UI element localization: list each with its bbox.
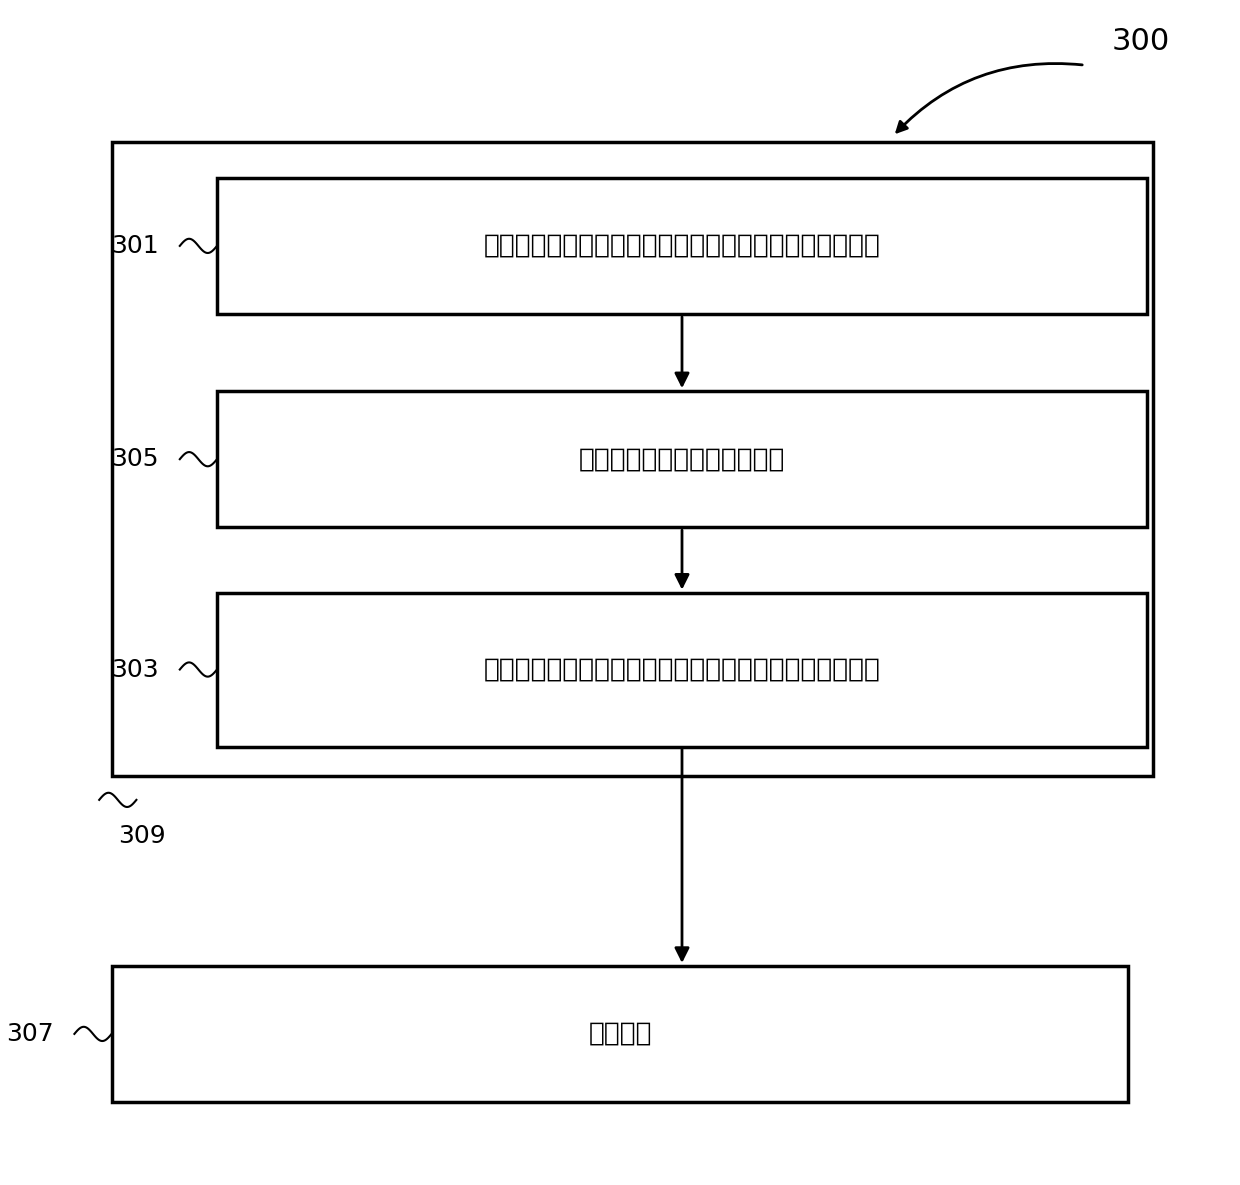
Bar: [112, 966, 1128, 1102]
Bar: [217, 592, 1147, 747]
Text: 305: 305: [112, 447, 159, 472]
Text: 309: 309: [118, 824, 165, 847]
Text: 改变涂布过程的至少一个参数: 改变涂布过程的至少一个参数: [579, 447, 785, 472]
Text: 确定模型: 确定模型: [588, 1021, 652, 1046]
Text: 303: 303: [112, 658, 159, 681]
Text: 检测借助多个涂布过程所涂布的至少一个衬底的第一光谱: 检测借助多个涂布过程所涂布的至少一个衬底的第一光谱: [484, 233, 880, 258]
Text: 检测借助多个涂布过程所涂布的至少一个衬底的第二光谱: 检测借助多个涂布过程所涂布的至少一个衬底的第二光谱: [484, 656, 880, 683]
Bar: [217, 391, 1147, 527]
Bar: [112, 142, 1153, 776]
Bar: [217, 178, 1147, 314]
Text: 301: 301: [112, 233, 159, 258]
Text: 300: 300: [1112, 27, 1169, 56]
Text: 307: 307: [6, 1021, 53, 1046]
